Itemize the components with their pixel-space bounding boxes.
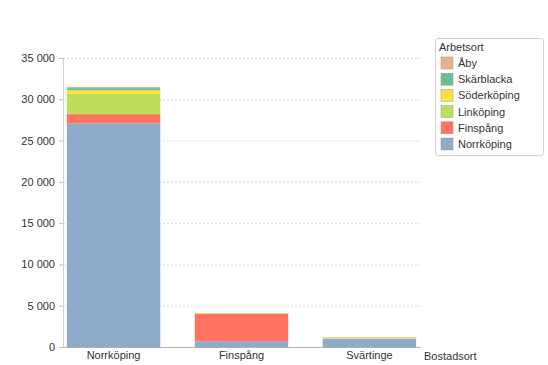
bar-segment [195,314,288,341]
tick-mark [59,99,63,100]
legend-swatch [441,106,453,118]
tick-label: 5 000 [27,300,55,312]
legend-item: Skärblacka [441,73,513,85]
bar-segment [67,114,160,123]
tick-label: Svärtinge [346,349,392,361]
legend-swatch [441,138,453,150]
bar-segment [67,87,160,88]
legend-swatch [441,122,453,134]
tick-mark [59,347,63,348]
tick-label: 15 000 [21,217,55,229]
tick: 20 000 [21,176,63,188]
tick-label: 25 000 [21,135,55,147]
bar-segment [195,313,288,314]
bar-segment [323,337,416,338]
bar-segment [195,313,288,314]
tick: 5 000 [27,300,63,312]
tick-mark [59,182,63,183]
tick-label: 35 000 [21,52,55,64]
bar-segment [323,337,416,338]
tick-mark [59,58,63,59]
bars [67,87,416,347]
bar-segment [195,341,288,347]
tick: Finspång [219,347,264,361]
legend-label: Skärblacka [458,73,513,85]
legend-item: Linköping [441,106,505,118]
legend-swatch [441,57,453,69]
tick: 0 [49,341,63,353]
legend-box [436,39,544,156]
y-axis: 0 5 000 10 000 15 000 20 000 25 000 30 000 35 0… [21,52,63,353]
bar-segment [67,94,160,114]
legend-label: Norrköping [458,138,512,150]
legend-item: Norrköping [441,138,512,150]
series [67,123,416,347]
bar-segment [323,339,416,347]
tick-label: 10 000 [21,258,55,270]
tick-mark [59,223,63,224]
series [67,90,416,338]
bar-segment [195,313,288,315]
tick: 35 000 [21,52,63,64]
bar-segment [67,90,160,94]
series [67,87,416,337]
tick: Norrköping [87,347,141,361]
series [67,88,416,337]
legend-label: Linköping [458,106,505,118]
tick-mark [59,264,63,265]
tick: 15 000 [21,217,63,229]
legend-label: Söderköping [458,89,520,101]
legend-item: Åby [441,57,477,69]
tick: 10 000 [21,258,63,270]
bar-segment [67,123,160,347]
tick: 30 000 [21,93,63,105]
tick-label: Norrköping [87,349,141,361]
grid-line [63,58,420,59]
bar-segment [323,337,416,339]
tick: 25 000 [21,135,63,147]
bar-segment [195,312,288,313]
tick-mark [59,306,63,307]
legend: Arbetsort Åby Skärblacka Söderköping Linköpi… [436,39,544,156]
tick-label: 0 [49,341,55,353]
legend-swatch [441,73,453,85]
legend-title: Arbetsort [439,41,484,53]
tick-label: 30 000 [21,93,55,105]
tick-mark [59,141,63,142]
legend-item: Finspång [441,122,503,134]
series [67,114,416,341]
grid [63,59,420,348]
axis-title: Bostadsort [424,350,477,362]
bar-segment [323,338,416,339]
legend-item: Söderköping [441,89,520,101]
bar-segment [67,88,160,90]
bar-segment [323,338,416,339]
legend-swatch [441,89,453,101]
tick: Svärtinge [346,347,392,361]
x-axis: Norrköping Finspång Svärtinge [64,347,421,361]
tick-label: 20 000 [21,176,55,188]
axis-line [59,59,64,348]
legend-label: Finspång [458,122,503,134]
legend-label: Åby [458,57,477,69]
tick-label: Finspång [219,349,264,361]
series [67,94,416,339]
